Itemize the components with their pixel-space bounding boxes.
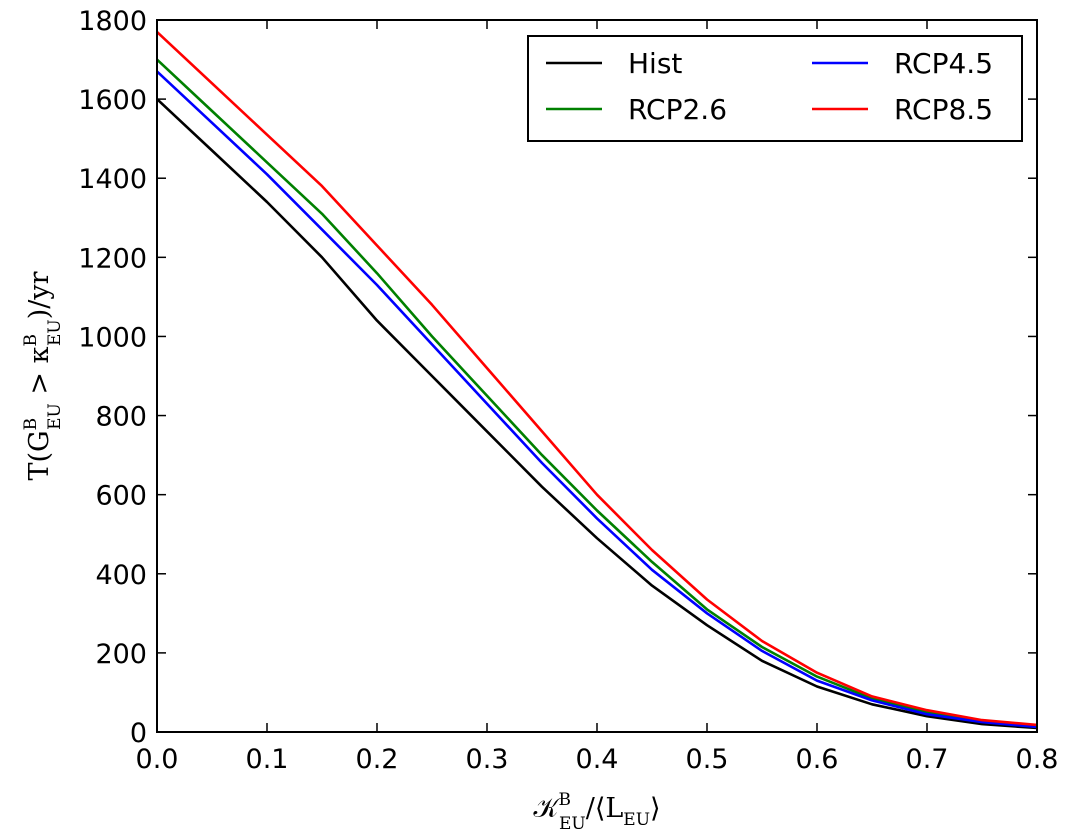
y-tick-label: 400 [95, 560, 147, 591]
series-line-rcp4-5 [156, 70, 1038, 729]
x-tick-label: 0.4 [576, 744, 619, 775]
series-line-rcp2-6 [156, 58, 1038, 728]
legend: Hist RCP2.6 RCP4.5 RCP8.5 [527, 35, 1023, 142]
legend-box [527, 35, 1023, 142]
x-tick-label: 0.3 [466, 744, 509, 775]
x-tick-label: 0.7 [906, 744, 949, 775]
y-tick-label: 1200 [78, 243, 147, 274]
y-axis-title: T(GB EU > κB EU)/yr [21, 271, 65, 480]
series-layer [156, 30, 1038, 730]
legend-label-hist: Hist [628, 47, 682, 80]
x-tick-label: 0.1 [246, 744, 289, 775]
x-tick-label: 0.5 [686, 744, 729, 775]
legend-items: Hist RCP2.6 RCP4.5 RCP8.5 [546, 47, 993, 126]
x-axis-title: 𝒦B EU/⟨LEU⟩ [533, 790, 660, 834]
y-tick-label: 1000 [78, 322, 147, 353]
legend-label-rcp4-5: RCP4.5 [894, 47, 993, 80]
x-tick-label: 0.2 [356, 744, 399, 775]
series-line-rcp8-5 [156, 30, 1038, 727]
x-tick-label: 0.6 [796, 744, 839, 775]
legend-label-rcp8-5: RCP8.5 [894, 93, 993, 126]
x-tick-label: 0.8 [1016, 744, 1059, 775]
y-tick-label: 200 [95, 639, 147, 670]
series-line-hist [156, 98, 1038, 730]
legend-label-rcp2-6: RCP2.6 [628, 93, 727, 126]
y-tick-label: 0 [130, 718, 147, 749]
plot-frame [156, 19, 1038, 733]
y-tick-label: 600 [95, 481, 147, 512]
y-tick-label: 800 [95, 402, 147, 433]
y-tick-label: 1600 [78, 85, 147, 116]
y-tick-label: 1400 [78, 164, 147, 195]
x-tick-label: 0.0 [136, 744, 179, 775]
y-tick-label: 1800 [78, 6, 147, 37]
ticks-layer: 0.0 0.1 0.2 0.3 0.4 0.5 0.6 0.7 0.8 0 200 400 600 800… [78, 6, 1058, 775]
